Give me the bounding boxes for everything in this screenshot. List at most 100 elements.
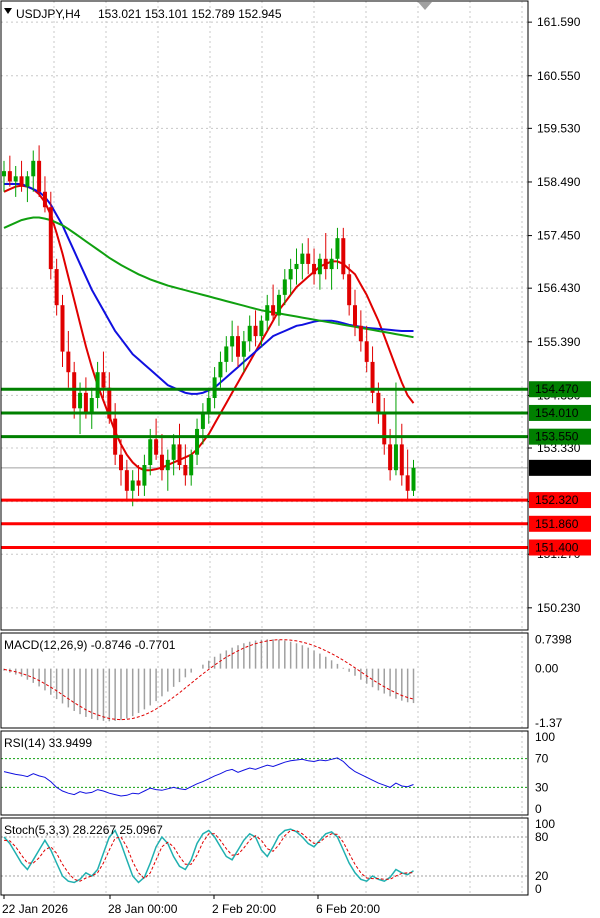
candle-body <box>206 397 211 414</box>
price-tick-label: 157.450 <box>537 229 581 243</box>
candle-body <box>13 176 18 182</box>
candle-body <box>265 305 270 321</box>
candle-body <box>171 444 176 460</box>
rsi-label: RSI(14) 33.9499 <box>4 736 92 750</box>
candle-body <box>405 475 410 491</box>
symbol-label: USDJPY,H4 <box>16 7 81 21</box>
price-tick-label: 161.590 <box>537 15 581 29</box>
stoch-main-line <box>3 828 414 884</box>
time-tick-label: 6 Feb 20:00 <box>316 902 380 916</box>
candle-body <box>323 258 328 270</box>
candle-body <box>353 305 357 326</box>
candle-body <box>212 377 217 398</box>
candle-body <box>130 480 135 491</box>
dropdown-triangle-icon[interactable] <box>4 8 12 14</box>
level-tag-support <box>529 539 591 556</box>
candle-body <box>271 305 276 316</box>
price-tick-label: 156.430 <box>537 281 581 295</box>
price-tick-label: 150.230 <box>537 601 581 615</box>
candle-body <box>288 269 293 280</box>
candle-body <box>247 325 252 342</box>
candle-body <box>335 238 340 259</box>
candle-body <box>218 361 223 378</box>
candle-body <box>183 465 188 476</box>
candle-body <box>42 191 47 208</box>
candle-body <box>294 263 299 270</box>
macd-tick-label: 0.00 <box>535 662 559 676</box>
rsi-panel[interactable] <box>1 757 528 797</box>
panel-frame <box>0 632 529 729</box>
candle-body <box>37 160 42 192</box>
candle-body <box>230 336 235 347</box>
candle-body <box>101 372 106 388</box>
rsi-tick-label: 30 <box>535 780 549 794</box>
level-tag-label: 151.400 <box>535 541 579 555</box>
candle-body <box>306 253 311 264</box>
candle-body <box>119 454 123 471</box>
current-price-tag <box>529 459 591 476</box>
candle-body <box>200 413 205 429</box>
candle-body <box>54 269 59 306</box>
candle-body <box>282 279 287 295</box>
level-tag-support <box>529 492 591 509</box>
candle-body <box>19 176 24 187</box>
candle-body <box>25 176 30 187</box>
macd-label: MACD(12,26,9) -0.8746 -0.7701 <box>4 638 176 652</box>
stoch-tick-label: 0 <box>535 882 542 896</box>
candle-body <box>148 439 153 466</box>
candle-body <box>399 444 404 476</box>
candle-body <box>48 207 53 270</box>
candle-body <box>83 392 88 414</box>
candle-body <box>236 336 240 357</box>
candle-body <box>2 171 6 177</box>
price-tick-label: 159.530 <box>537 121 581 135</box>
candle-body <box>358 325 363 342</box>
candle-body <box>136 480 141 486</box>
macd-tick-label: -1.37 <box>535 716 563 730</box>
candle-body <box>241 341 246 357</box>
candle-body <box>341 238 346 275</box>
candle-body <box>89 397 94 414</box>
candle-body <box>177 444 182 466</box>
candle-body <box>124 470 129 491</box>
candle-body <box>60 305 65 352</box>
level-tag-resistance <box>529 428 591 445</box>
candle-body <box>347 274 352 306</box>
level-tag-resistance <box>529 404 591 421</box>
level-tag-label: 154.470 <box>535 382 579 396</box>
candle-body <box>66 351 71 373</box>
macd-panel[interactable] <box>3 639 415 722</box>
candle-body <box>165 459 170 471</box>
candle-body <box>388 444 393 471</box>
time-tick-label: 22 Jan 2026 <box>2 902 68 916</box>
chart-shift-marker-icon[interactable] <box>418 2 432 10</box>
candle-body <box>370 361 375 393</box>
price-panel[interactable] <box>1 145 528 550</box>
candle-body <box>382 413 387 445</box>
candle-body <box>393 444 398 471</box>
ohlc-readout: 153.021 153.101 152.789 152.945 <box>98 7 282 21</box>
panel-frame <box>0 817 529 896</box>
stoch-label: Stoch(5,3,3) 28.2267 25.0967 <box>4 823 163 837</box>
moving-average-green <box>3 216 414 339</box>
current-price-label: 152.945 <box>535 461 579 475</box>
level-tag-label: 153.550 <box>535 430 579 444</box>
stoch-tick-label: 80 <box>535 830 549 844</box>
stoch-tick-label: 20 <box>535 869 549 883</box>
price-axis: 161.590 160.550 159.530 158.490 157.450 156.4… <box>528 15 591 896</box>
panel-frames <box>0 0 529 896</box>
level-tag-label: 151.860 <box>535 517 579 531</box>
stoch-panel[interactable] <box>1 828 528 884</box>
rsi-line <box>3 757 414 797</box>
panel-frame <box>0 0 529 631</box>
macd-signal-line <box>3 639 414 721</box>
price-tick-label: 155.390 <box>537 335 581 349</box>
level-tag-support <box>529 515 591 532</box>
rsi-tick-label: 0 <box>535 802 542 816</box>
rsi-tick-label: 100 <box>535 730 555 744</box>
candle-body <box>364 341 369 362</box>
candle-body <box>376 392 381 414</box>
candle-body <box>259 320 264 337</box>
candle-body <box>329 258 334 270</box>
